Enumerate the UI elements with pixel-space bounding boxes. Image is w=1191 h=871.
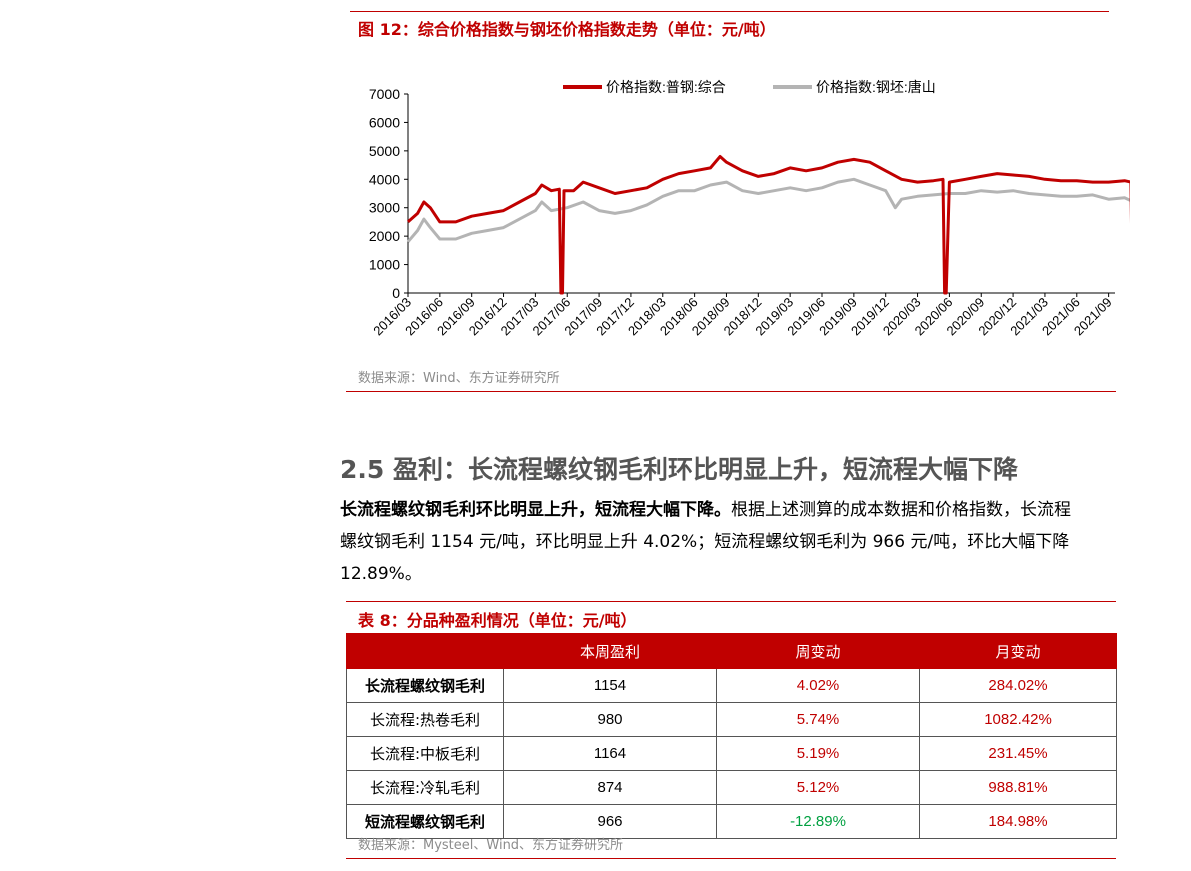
y-tick-label: 7000 [369, 86, 400, 102]
y-tick-label: 3000 [369, 200, 400, 216]
paragraph-line-2: 螺纹钢毛利 1154 元/吨，环比明显上升 4.02%；短流程螺纹钢毛利为 96… [340, 532, 1070, 552]
table-title: 表 8：分品种盈利情况（单位：元/吨） [358, 611, 637, 630]
plot-area [406, 155, 1130, 295]
row-name: 长流程:中板毛利 [346, 736, 504, 771]
row-week-change: 4.02% [716, 668, 920, 703]
row-month-change: 184.98% [919, 804, 1117, 839]
row-profit: 980 [503, 702, 717, 737]
price-index-chart: 价格指数:普钢:综合 价格指数:钢坯:唐山 0 1000 2000 3000 4000 5… [369, 79, 1130, 338]
y-tick-label: 5000 [369, 143, 400, 159]
figure-title: 图 12：综合价格指数与钢坯价格指数走势（单位：元/吨） [358, 20, 776, 39]
section-heading: 2.5 盈利：长流程螺纹钢毛利环比明显上升，短流程大幅下降 [340, 455, 1018, 484]
table-row: 长流程螺纹钢毛利 1154 4.02% 284.02% [346, 668, 1117, 703]
table-bottom-rule [346, 858, 1116, 859]
y-tick-label: 4000 [369, 171, 400, 187]
row-month-change: 1082.42% [919, 702, 1117, 737]
row-name: 长流程螺纹钢毛利 [346, 668, 504, 703]
row-month-change: 284.02% [919, 668, 1117, 703]
paragraph-line-3: 12.89%。 [340, 564, 422, 584]
table-source: 数据来源：Mysteel、Wind、东方证券研究所 [358, 838, 624, 853]
row-week-change: 5.19% [716, 736, 920, 771]
top-rule [350, 11, 1109, 12]
row-profit: 966 [503, 804, 717, 839]
row-month-change: 988.81% [919, 770, 1117, 805]
row-profit: 874 [503, 770, 717, 805]
x-axis: 2016/032016/062016/092016/122017/032017/… [370, 292, 1115, 338]
table-row: 长流程:冷轧毛利 874 5.12% 988.81% [346, 770, 1117, 805]
y-tick-label: 6000 [369, 114, 400, 130]
profit-table: 本周盈利 周变动 月变动 长流程螺纹钢毛利 1154 4.02% 284.02%… [346, 633, 1117, 839]
paragraph-line-1: 长流程螺纹钢毛利环比明显上升，短流程大幅下降。根据上述测算的成本数据和价格指数，… [340, 494, 1110, 526]
series-billet-line [406, 177, 1130, 243]
header-profit: 本周盈利 [503, 633, 717, 669]
header-month-change: 月变动 [919, 633, 1117, 669]
table-header-row: 本周盈利 周变动 月变动 [346, 633, 1117, 669]
row-name: 长流程:热卷毛利 [346, 702, 504, 737]
header-blank [346, 633, 504, 669]
legend-label-billet: 价格指数:钢坯:唐山 [816, 79, 936, 95]
table-top-rule [346, 601, 1116, 602]
legend: 价格指数:普钢:综合 价格指数:钢坯:唐山 [563, 79, 936, 95]
table-row: 长流程:中板毛利 1164 5.19% 231.45% [346, 736, 1117, 771]
header-week-change: 周变动 [716, 633, 920, 669]
table-row: 长流程:热卷毛利 980 5.74% 1082.42% [346, 702, 1117, 737]
row-week-change: 5.12% [716, 770, 920, 805]
y-tick-label: 2000 [369, 228, 400, 244]
section-paragraph: 长流程螺纹钢毛利环比明显上升，短流程大幅下降。根据上述测算的成本数据和价格指数，… [340, 494, 1110, 590]
table-row: 短流程螺纹钢毛利 966 -12.89% 184.98% [346, 804, 1117, 839]
y-tick-label: 0 [392, 285, 400, 301]
row-week-change: 5.74% [716, 702, 920, 737]
row-name: 长流程:冷轧毛利 [346, 770, 504, 805]
row-month-change: 231.45% [919, 736, 1117, 771]
figure-source: 数据来源：Wind、东方证券研究所 [358, 371, 560, 386]
figure-bottom-rule [346, 391, 1116, 392]
series-composite-line [407, 155, 1130, 295]
paragraph-lead-rest: 根据上述测算的成本数据和价格指数，长流程 [731, 500, 1071, 520]
legend-label-composite: 价格指数:普钢:综合 [606, 79, 726, 95]
row-profit: 1154 [503, 668, 717, 703]
y-tick-label: 1000 [369, 257, 400, 273]
paragraph-lead: 长流程螺纹钢毛利环比明显上升，短流程大幅下降。 [340, 500, 731, 520]
row-week-change: -12.89% [716, 804, 920, 839]
y-axis: 0 1000 2000 3000 4000 5000 6000 7000 [369, 86, 409, 301]
row-profit: 1164 [503, 736, 717, 771]
row-name: 短流程螺纹钢毛利 [346, 804, 504, 839]
